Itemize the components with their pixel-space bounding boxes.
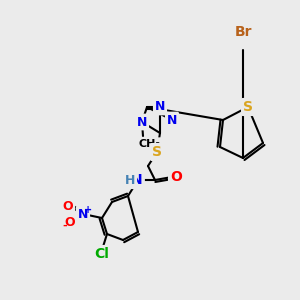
Text: +: +: [84, 205, 92, 215]
Text: H: H: [125, 173, 135, 187]
Text: CH₃: CH₃: [139, 139, 161, 149]
Text: O: O: [170, 170, 182, 184]
Text: S: S: [243, 100, 253, 114]
Text: O: O: [63, 200, 73, 214]
Text: O: O: [65, 215, 75, 229]
Text: S: S: [152, 145, 162, 159]
Text: N: N: [137, 116, 147, 128]
Text: -: -: [63, 221, 67, 231]
Text: Br: Br: [234, 25, 252, 39]
Text: N: N: [167, 113, 177, 127]
Text: N: N: [78, 208, 88, 220]
Text: N: N: [131, 173, 143, 187]
Text: Cl: Cl: [94, 247, 110, 261]
Text: N: N: [155, 100, 165, 113]
